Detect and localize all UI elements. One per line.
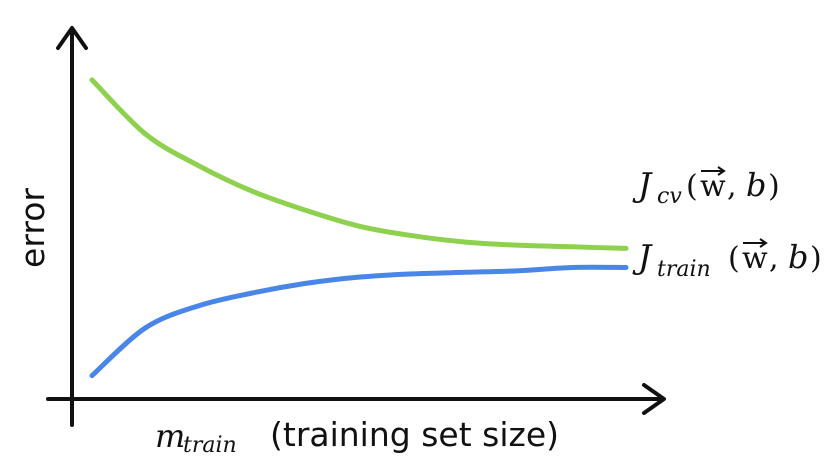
series-label-train-b: b: [788, 238, 808, 276]
series-label-train-sub: train: [657, 257, 711, 282]
y-axis-label: error: [13, 188, 52, 268]
series-label-train-comma: ,: [769, 241, 779, 276]
series-label-cv-open: (: [686, 169, 698, 204]
series-label-cv-J: J: [632, 165, 653, 204]
x-axis-label-sub: train: [183, 433, 237, 457]
y-axis-arrowhead: [56, 26, 88, 50]
series-label-train-w: w: [742, 241, 768, 276]
x-axis-label-text: (training set size): [270, 415, 559, 454]
series-label-train-J: J: [632, 237, 653, 276]
series-label-train: J train ( w , b ): [632, 237, 822, 282]
series-label-cv-b: b: [746, 166, 766, 204]
series-label-train-close: ): [810, 241, 822, 276]
series-label-cv-sub: cv: [657, 184, 682, 209]
vector-arrow-icon: [743, 238, 768, 248]
x-axis-label: m train (training set size): [155, 415, 559, 457]
vector-arrow-icon: [701, 166, 726, 176]
x-axis-label-var: m: [155, 417, 185, 455]
series-label-cv: J cv ( w , b ): [632, 165, 780, 209]
x-axis-arrowhead: [642, 383, 666, 415]
series-line-cv: [89, 77, 629, 251]
series-line-train: [89, 264, 629, 379]
series-label-cv-comma: ,: [727, 169, 737, 204]
series-label-cv-w: w: [700, 169, 726, 204]
series-label-cv-close: ): [768, 169, 780, 204]
series-label-train-open: (: [728, 241, 740, 276]
